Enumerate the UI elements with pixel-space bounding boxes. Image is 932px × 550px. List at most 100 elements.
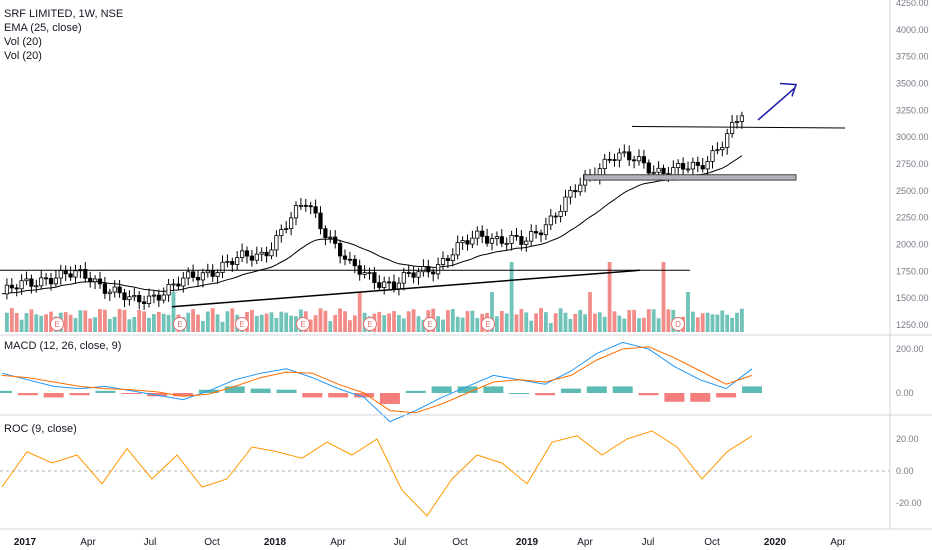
- candle-body: [34, 285, 39, 288]
- candle-body: [323, 228, 328, 239]
- volume-bar: [191, 309, 195, 332]
- candle-body: [509, 235, 514, 244]
- time-tick-label: Apr: [80, 537, 96, 548]
- candle-body: [122, 292, 127, 301]
- candle-body: [239, 250, 245, 258]
- volume-bar: [289, 315, 293, 332]
- volume-bar: [705, 312, 710, 332]
- support-zone: [583, 174, 797, 181]
- macd-histogram-bar: [457, 386, 478, 393]
- candle-body: [553, 215, 558, 218]
- price-tick-label: 4250.00: [896, 0, 929, 8]
- time-tick-label: Oct: [704, 537, 720, 548]
- macd-tick-label: 200.00: [896, 344, 924, 354]
- volume-bar: [441, 319, 445, 332]
- candle-body: [636, 156, 642, 162]
- candle-body: [200, 272, 205, 281]
- candle-body: [73, 270, 78, 278]
- signal-line: [1, 346, 753, 414]
- volume-bar: [607, 262, 612, 332]
- candle-body: [632, 159, 637, 162]
- volume-bar: [397, 314, 401, 332]
- volume-bar: [343, 311, 347, 332]
- volume-bar: [152, 314, 156, 332]
- volume-bar: [230, 308, 235, 332]
- candle-body: [622, 151, 627, 154]
- candle-body: [484, 235, 490, 244]
- volume-bar: [112, 316, 117, 332]
- event-marker-label: E: [54, 320, 59, 329]
- event-marker-label: E: [239, 320, 244, 329]
- candle-body: [607, 158, 612, 161]
- candle-body: [386, 281, 392, 284]
- macd-histogram-bar: [224, 386, 245, 393]
- macd-histogram-bar: [121, 393, 142, 395]
- candle-body: [244, 250, 250, 257]
- candle-body: [44, 277, 49, 280]
- candle-body: [161, 294, 166, 301]
- volume-bar: [34, 314, 39, 332]
- macd-histogram-bar: [716, 393, 737, 398]
- candle-body: [337, 243, 343, 257]
- candle-body: [538, 232, 544, 236]
- candle-body: [264, 251, 269, 257]
- candle-body: [342, 255, 348, 260]
- candle-body: [186, 271, 191, 279]
- volume-bar: [411, 309, 416, 332]
- volume-bar: [642, 317, 646, 332]
- candle-body: [426, 266, 431, 273]
- volume-bar: [490, 292, 494, 332]
- price-tick-label: 2000.00: [896, 240, 929, 250]
- volume-bar: [348, 320, 352, 332]
- candle-body: [230, 261, 235, 265]
- candle-body: [362, 272, 367, 275]
- volume-bar: [357, 292, 362, 332]
- event-marker: [296, 317, 310, 331]
- candle-body: [97, 278, 103, 285]
- candle-body: [83, 268, 88, 279]
- macd-histogram-bar: [483, 386, 504, 393]
- event-marker: [671, 317, 685, 331]
- candle-body: [695, 161, 700, 166]
- price-tick-label: 1500.00: [896, 293, 929, 303]
- volume-bar: [201, 321, 205, 332]
- candle-body: [460, 240, 465, 244]
- macd-histogram-bar: [354, 393, 375, 398]
- volume-bar: [156, 311, 161, 332]
- event-marker: [481, 317, 495, 331]
- volume-bar: [250, 309, 254, 332]
- volume-bar: [548, 323, 553, 332]
- volume-bar: [264, 313, 269, 332]
- trend-arrow-head: [779, 82, 798, 97]
- candle-body: [333, 236, 338, 244]
- price-tick-label: 3000.00: [896, 132, 929, 142]
- volume-bar: [617, 315, 622, 332]
- volume-bar: [401, 318, 406, 332]
- volume-bar: [142, 311, 146, 332]
- price-tick-label: 3250.00: [896, 105, 929, 115]
- candle-body: [720, 147, 725, 151]
- event-marker: [235, 317, 249, 331]
- event-marker: [50, 317, 64, 331]
- volume-bar: [470, 310, 475, 332]
- time-tick-label: Jul: [144, 537, 157, 548]
- volume-bar: [553, 313, 558, 332]
- volume-bar: [103, 309, 107, 332]
- volume-bar: [308, 319, 313, 332]
- candle-body: [411, 272, 416, 278]
- candle-body: [141, 301, 147, 304]
- candle-body: [190, 271, 196, 278]
- volume-bar: [740, 308, 744, 332]
- candle-body: [455, 242, 460, 256]
- candle-body: [372, 272, 377, 283]
- candle-body: [274, 235, 279, 251]
- volume-bar: [597, 312, 602, 332]
- candle-body: [367, 272, 372, 274]
- candle-body: [53, 277, 59, 285]
- volume-bar: [161, 313, 166, 332]
- macd-histogram-bar: [612, 386, 633, 393]
- macd-histogram-bar: [69, 393, 90, 396]
- candle-body: [112, 286, 117, 293]
- candle-body: [578, 184, 583, 193]
- volume-bar: [78, 310, 83, 332]
